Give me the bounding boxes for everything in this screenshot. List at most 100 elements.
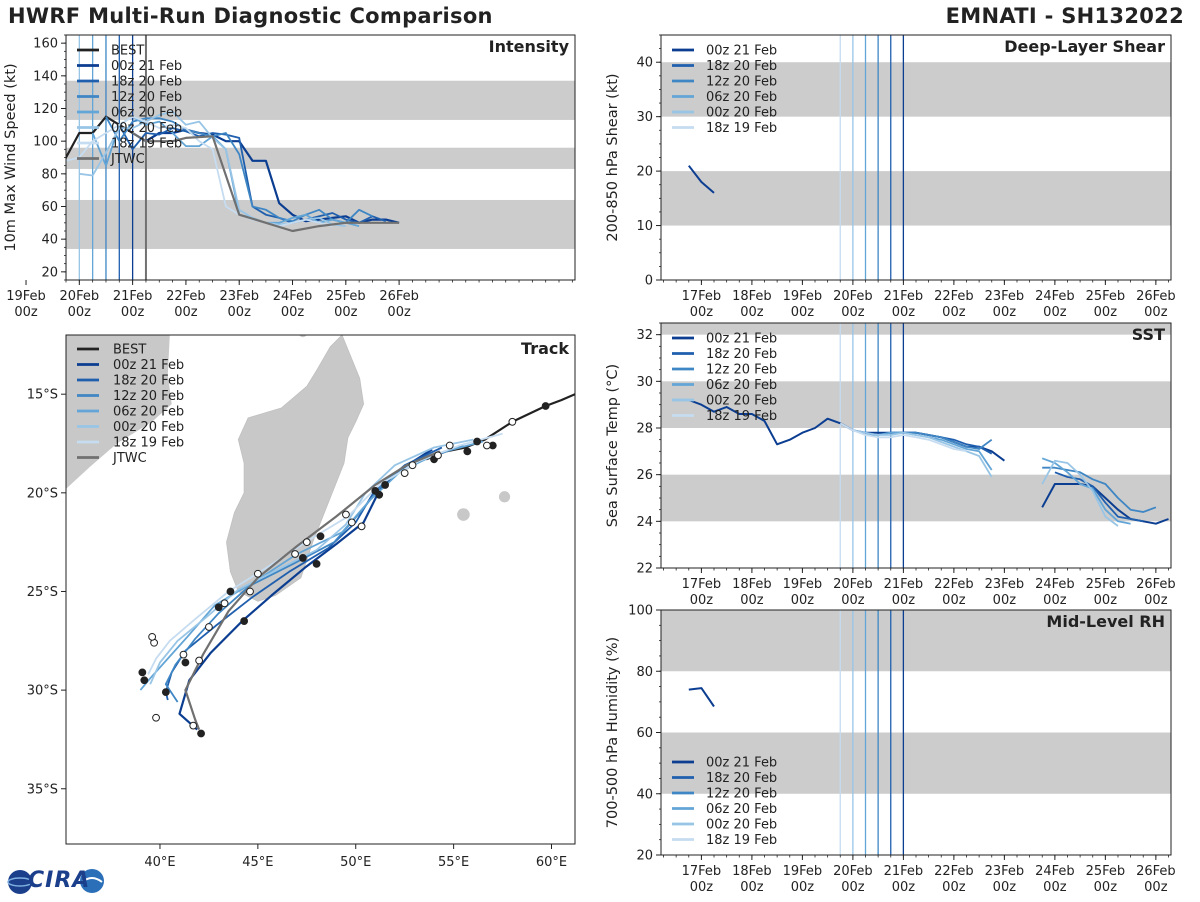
island [299,335,307,338]
x-tick-label: 40°E [144,855,175,870]
y-tick-label: 35°S [27,782,58,797]
y-tick-label: 20 [41,265,58,280]
x-tick-label: 00z [740,593,764,608]
x-tick-label: 26Feb [1136,289,1176,304]
x-tick-label: 26Feb [379,289,419,304]
x-tick-label: 19Feb [6,289,46,304]
track-position-marker [371,486,380,495]
plot-area-shear [661,35,1171,280]
y-axis-label: 10m Max Wind Speed (kt) [3,63,19,251]
legend-label: 18z 19 Feb [706,409,777,424]
y-axis-label: 700-500 hPa Humidity (%) [605,637,621,828]
track-position-marker [138,668,147,677]
y-tick-label: 160 [33,37,58,52]
track-position-marker [316,532,325,541]
track-position-marker [179,650,188,659]
series-12z-20-feb [105,116,373,224]
x-tick-label: 24Feb [1035,577,1075,592]
x-tick-label: 00z [993,593,1017,608]
shaded-band [661,474,1171,522]
x-tick-label: 00z [228,305,252,320]
panel-title: Intensity [489,37,570,56]
plot-area-rh [661,610,1171,855]
track-position-marker [347,518,356,527]
x-tick-label: 22Feb [934,577,974,592]
track-position-marker [214,603,223,612]
panel-title: Track [521,339,569,358]
x-tick-label: 22Feb [166,289,206,304]
legend-label: 00z 21 Feb [111,59,182,74]
x-tick-label: 45°E [242,855,273,870]
x-tick-label: 00z [993,305,1017,320]
africa-coast [66,335,172,489]
madagascar-landmass [226,335,365,602]
shaded-band [661,62,1171,117]
series-00z-21-feb [688,687,715,708]
legend-label: JTWC [112,451,147,466]
legend-label: 12z 20 Feb [706,787,777,802]
x-tick-label: 60°E [536,855,567,870]
y-tick-label: 30 [636,375,653,390]
plot-area-intensity [66,35,575,280]
panel-rh: 2040608010017Feb00z18Feb00z19Feb00z20Feb… [605,604,1176,896]
x-tick-label: 00z [121,305,145,320]
x-tick-label: 19Feb [783,864,823,879]
legend-label: 12z 20 Feb [706,75,777,90]
panel-shear: 01020304017Feb00z18Feb00z19Feb00z20Feb00… [605,34,1176,320]
track-position-marker [181,658,190,667]
x-tick-label: 00z [791,305,815,320]
legend-label: 12z 20 Feb [706,363,777,378]
track-position-marker [140,676,149,685]
x-tick-label: 50°E [340,855,371,870]
y-axis-label: 200-850 hPa Shear (kt) [605,73,621,241]
legend-label: 18z 19 Feb [113,436,184,451]
x-tick-label: 24Feb [273,289,313,304]
x-tick-label: 19Feb [783,289,823,304]
track-position-marker [342,510,350,519]
plot-area-sst [661,323,1171,568]
shaded-band [66,147,575,169]
y-tick-label: 15°S [27,388,58,403]
track-position-marker [197,729,205,738]
legend-label: BEST [111,44,144,59]
x-tick-label: 25Feb [1086,864,1126,879]
track-position-marker [483,441,491,450]
series-00z-21-feb-b [1041,483,1169,525]
x-tick-label: 00z [841,305,865,320]
x-tick-label: 00z [1043,305,1067,320]
panel-title: Deep-Layer Shear [1004,37,1165,56]
shaded-band [66,199,575,249]
panel-title: SST [1132,325,1165,344]
x-tick-label: 21Feb [113,289,153,304]
series-12z-20-feb-b [1042,466,1157,513]
shaded-band [661,323,1171,335]
x-tick-label: 00z [1094,880,1118,895]
panel-title: Mid-Level RH [1046,612,1165,631]
y-tick-label: 32 [636,328,653,343]
cira-logo-text: CIRA [28,868,91,893]
track-position-marker [298,554,307,562]
legend-label: 00z 20 Feb [111,121,182,136]
track-00z-20-feb [149,438,474,685]
legend-label: 06z 20 Feb [706,802,777,817]
track-position-marker [195,656,204,665]
x-tick-label: 00z [281,305,305,320]
legend-label: 00z 20 Feb [113,420,184,435]
x-tick-label: 20Feb [833,577,873,592]
x-tick-label: 25Feb [1086,577,1126,592]
x-tick-label: 00z [942,305,966,320]
track-position-marker [381,481,390,489]
x-tick-label: 00z [841,593,865,608]
y-tick-label: 24 [636,515,653,530]
x-tick-label: 00z [942,880,966,895]
x-tick-label: 00z [791,593,815,608]
shaded-band [661,732,1171,794]
y-tick-label: 22 [636,562,653,577]
x-tick-label: 23Feb [985,577,1025,592]
x-tick-label: 20Feb [60,289,100,304]
y-tick-label: 120 [33,102,58,117]
x-tick-label: 20Feb [833,289,873,304]
x-tick-label: 24Feb [1035,289,1075,304]
x-tick-label: 00z [942,593,966,608]
